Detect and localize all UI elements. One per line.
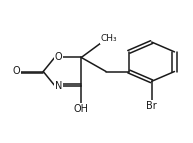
Text: O: O	[13, 66, 20, 77]
Text: O: O	[55, 52, 62, 62]
Text: OH: OH	[74, 104, 89, 114]
Text: N: N	[55, 81, 62, 91]
Text: Br: Br	[146, 101, 157, 111]
Text: CH₃: CH₃	[100, 34, 117, 43]
